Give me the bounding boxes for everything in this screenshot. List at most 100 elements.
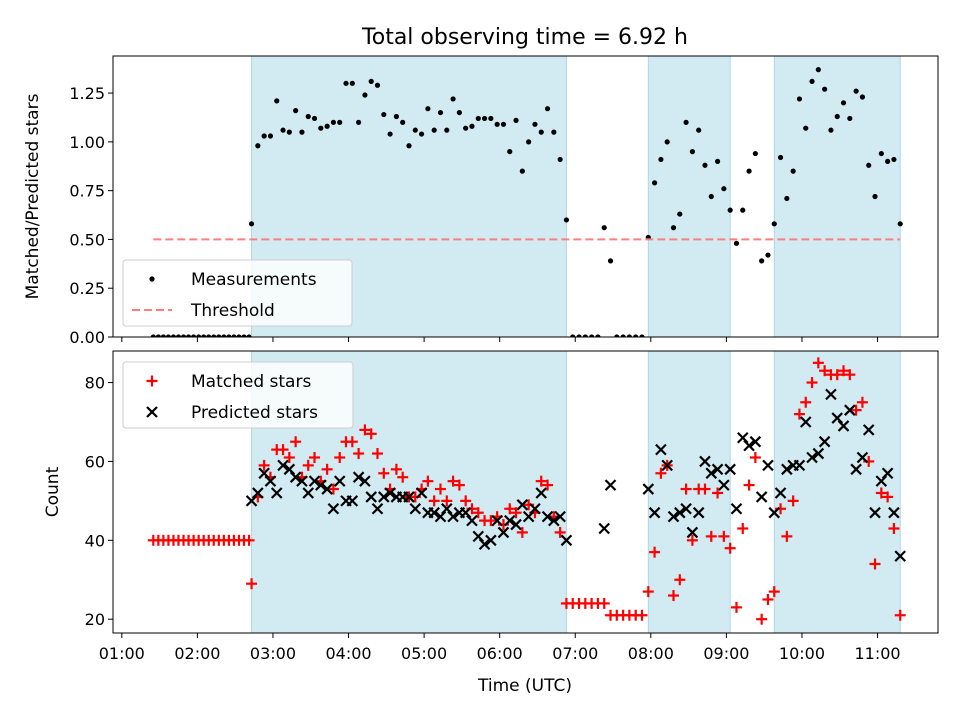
- predicted-star-point: [560, 534, 573, 547]
- matched-star-point: [434, 483, 446, 495]
- measurement-point: [362, 92, 368, 98]
- chart-title: Total observing time = 6.92 h: [361, 25, 688, 50]
- matched-star-point: [737, 522, 749, 534]
- measurement-point: [708, 193, 714, 200]
- predicted-star-point: [762, 459, 774, 472]
- predicted-star-point: [730, 502, 743, 515]
- measurement-point: [677, 211, 683, 217]
- predicted-star-point: [415, 487, 428, 499]
- predicted-star-point: [648, 506, 661, 519]
- predicted-star-point: [283, 463, 296, 476]
- measurement-point: [387, 131, 393, 137]
- measurement-point: [231, 334, 237, 337]
- measurement-point: [689, 149, 695, 155]
- x-axis-label: Time (UTC): [477, 676, 572, 696]
- predicted-star-point: [503, 514, 516, 527]
- measurement-point: [311, 115, 318, 122]
- measurement-point: [576, 334, 582, 337]
- predicted-star-point: [333, 475, 346, 487]
- measurement-point: [796, 96, 803, 102]
- x-tick-label: 08:00: [628, 644, 674, 663]
- legend-label: Predicted stars: [191, 403, 318, 423]
- legend-matched-swatch: [146, 375, 158, 387]
- predicted-star-point: [705, 467, 718, 480]
- matched-star-point: [359, 424, 371, 436]
- measurement-point: [513, 117, 519, 123]
- measurement-point: [557, 156, 563, 163]
- measurement-point: [475, 115, 481, 122]
- measurement-point: [872, 193, 878, 200]
- measurement-point: [170, 334, 177, 337]
- y-tick-label: 0.00: [69, 328, 105, 347]
- panel-counts: 20 40 60 80 01:00 02:00 03:00 04:00 05:00 06:00 07…: [43, 350, 939, 663]
- matched-star-point: [516, 526, 528, 538]
- predicted-star-point: [812, 447, 825, 460]
- measurement-point: [165, 334, 172, 337]
- measurement-point: [456, 109, 462, 116]
- measurement-point: [696, 127, 702, 133]
- predicted-star-point: [875, 475, 888, 487]
- legend-measurement-swatch: [149, 276, 155, 282]
- predicted-star-point: [252, 487, 264, 499]
- measurement-point: [356, 119, 362, 125]
- measurement-point: [683, 119, 689, 125]
- matched-star-point: [705, 530, 717, 542]
- y-axis-label: Count: [43, 466, 63, 517]
- predicted-star-point: [466, 514, 478, 527]
- predicted-star-point: [321, 483, 333, 495]
- matched-star-point: [472, 507, 484, 519]
- measurement-point: [702, 162, 708, 168]
- measurement-point: [878, 150, 884, 157]
- matched-star-point: [397, 471, 409, 483]
- measurement-point: [450, 96, 456, 102]
- measurement-point: [330, 119, 337, 125]
- matched-star-point: [850, 404, 862, 416]
- legend-label: Measurements: [191, 270, 317, 290]
- predicted-star-point: [768, 506, 781, 519]
- predicted-star-point: [661, 459, 673, 472]
- matched-star-point: [762, 593, 774, 605]
- measurement-point: [507, 149, 513, 155]
- plot-data: [147, 357, 906, 625]
- measurement-point: [381, 111, 387, 118]
- matched-star-point: [327, 483, 339, 495]
- measurement-point: [293, 108, 299, 114]
- predicted-star-point: [478, 538, 491, 551]
- predicted-star-point: [554, 510, 566, 523]
- measurement-point: [393, 113, 399, 120]
- x-tick-label: 06:00: [477, 644, 523, 663]
- measurement-point: [853, 88, 859, 94]
- y-tick-label: 1.25: [69, 84, 105, 103]
- measurement-point: [828, 127, 834, 133]
- measurement-point: [822, 86, 828, 92]
- matched-star-point: [888, 522, 900, 534]
- matched-star-point: [856, 396, 868, 408]
- matched-star-point: [882, 491, 894, 503]
- matched-star-point: [787, 495, 799, 507]
- matched-star-point: [510, 507, 522, 519]
- matched-star-point: [598, 597, 610, 609]
- predicted-star-point: [491, 514, 503, 527]
- matched-star-point: [806, 377, 818, 389]
- matched-star-point: [542, 479, 554, 491]
- measurement-point: [652, 180, 658, 186]
- measurement-point: [221, 334, 227, 337]
- predicted-star-point: [825, 388, 837, 401]
- x-tick-label: 11:00: [854, 644, 900, 663]
- measurement-point: [248, 221, 255, 227]
- measurement-point: [206, 334, 212, 337]
- measurement-point: [180, 334, 187, 337]
- measurement-point: [532, 121, 538, 127]
- measurement-point: [191, 334, 197, 337]
- matched-star-point: [743, 479, 755, 491]
- measurement-point: [866, 162, 872, 168]
- predicted-star-point: [522, 510, 535, 523]
- matched-star-point: [453, 479, 465, 491]
- axes-frame: [112, 55, 939, 338]
- measurement-point: [847, 115, 853, 122]
- predicted-star-point: [403, 491, 415, 503]
- matched-star-point: [819, 365, 831, 377]
- measurement-point: [406, 143, 412, 149]
- series-measurements: [150, 67, 903, 337]
